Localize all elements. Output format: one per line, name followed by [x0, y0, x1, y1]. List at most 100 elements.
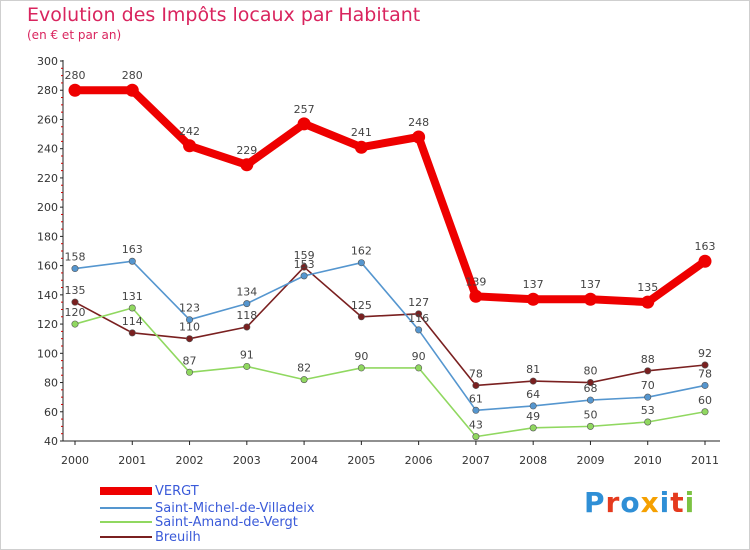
x-tick-label: 2006: [405, 454, 433, 467]
series-line-saint-amand-de-vergt: [74, 307, 706, 438]
data-point-saint-amand-de-vergt: [472, 433, 480, 441]
x-tick-label: 2011: [691, 454, 719, 467]
proxiti-logo-letter: o: [620, 486, 641, 519]
data-label-vergt: 139: [465, 275, 486, 288]
data-label-breuilh: 125: [351, 299, 372, 312]
data-point-vergt: [526, 292, 540, 306]
data-label-breuilh: 88: [641, 353, 655, 366]
y-tick-label: 120: [37, 318, 58, 331]
data-point-saint-michel-de-villadeix: [300, 272, 308, 280]
chart-subtitle: (en € et par an): [27, 28, 122, 42]
y-tick-label: 240: [37, 143, 58, 156]
data-point-vergt: [354, 140, 368, 154]
data-label-vergt: 163: [695, 240, 716, 253]
data-label-saint-michel-de-villadeix: 116: [408, 312, 429, 325]
data-label-saint-amand-de-vergt: 90: [412, 350, 426, 363]
data-point-saint-amand-de-vergt: [243, 362, 251, 370]
data-label-saint-amand-de-vergt: 53: [641, 404, 655, 417]
x-tick-label: 2007: [462, 454, 490, 467]
data-point-saint-amand-de-vergt: [186, 368, 194, 376]
data-label-breuilh: 80: [583, 365, 597, 378]
series-line-saint-michel-de-villadeix: [74, 260, 706, 412]
proxiti-logo-letter: i: [659, 486, 671, 519]
y-tick-label: 60: [44, 406, 58, 419]
data-point-saint-amand-de-vergt: [357, 364, 365, 372]
data-point-saint-amand-de-vergt: [529, 424, 537, 432]
x-tick-label: 2000: [61, 454, 89, 467]
data-point-saint-michel-de-villadeix: [186, 316, 194, 324]
data-point-breuilh: [243, 323, 251, 331]
data-point-saint-michel-de-villadeix: [644, 393, 652, 401]
data-point-vergt: [641, 295, 655, 309]
data-label-vergt: 137: [580, 278, 601, 291]
y-tick-label: 140: [37, 289, 58, 302]
proxiti-logo-letter: i: [684, 486, 696, 519]
x-tick-label: 2001: [118, 454, 146, 467]
data-point-breuilh: [300, 263, 308, 271]
data-point-vergt: [583, 292, 597, 306]
y-tick-label: 160: [37, 260, 58, 273]
data-label-saint-michel-de-villadeix: 158: [65, 251, 86, 264]
data-point-saint-michel-de-villadeix: [357, 259, 365, 267]
data-label-saint-michel-de-villadeix: 123: [179, 302, 200, 315]
data-label-vergt: 257: [294, 103, 315, 116]
x-tick-label: 2004: [290, 454, 318, 467]
proxiti-logo-letter: P: [584, 486, 606, 519]
data-point-saint-amand-de-vergt: [644, 418, 652, 426]
data-point-vergt: [183, 139, 197, 153]
data-point-breuilh: [128, 329, 136, 337]
y-tick-label: 80: [44, 377, 58, 390]
y-tick-label: 220: [37, 172, 58, 185]
legend-swatch-saint-amand: [100, 521, 152, 523]
legend-label-saint-amand: Saint-Amand-de-Vergt: [155, 514, 298, 530]
data-point-saint-michel-de-villadeix: [243, 300, 251, 308]
data-label-saint-michel-de-villadeix: 68: [583, 382, 597, 395]
data-point-breuilh: [186, 335, 194, 343]
data-point-breuilh: [357, 313, 365, 321]
data-point-saint-michel-de-villadeix: [415, 326, 423, 334]
y-tick-label: 280: [37, 84, 58, 97]
data-point-vergt: [469, 289, 483, 303]
data-label-saint-amand-de-vergt: 82: [297, 362, 311, 375]
data-label-vergt: 280: [65, 69, 86, 82]
data-label-saint-michel-de-villadeix: 162: [351, 245, 372, 258]
y-tick-label: 180: [37, 230, 58, 243]
data-label-saint-michel-de-villadeix: 78: [698, 367, 712, 380]
data-label-saint-amand-de-vergt: 120: [65, 306, 86, 319]
data-label-saint-amand-de-vergt: 50: [583, 408, 597, 421]
data-point-breuilh: [586, 379, 594, 387]
legend-label-breuilh: Breuilh: [155, 529, 201, 545]
data-label-saint-amand-de-vergt: 90: [354, 350, 368, 363]
data-point-saint-michel-de-villadeix: [586, 396, 594, 404]
x-tick-label: 2002: [176, 454, 204, 467]
data-point-vergt: [698, 254, 712, 268]
data-point-vergt: [412, 130, 426, 144]
data-point-breuilh: [472, 381, 480, 389]
data-point-saint-michel-de-villadeix: [472, 406, 480, 414]
series-line-breuilh: [74, 266, 706, 387]
data-label-vergt: 280: [122, 69, 143, 82]
y-tick-label: 100: [37, 347, 58, 360]
x-tick-label: 2009: [576, 454, 604, 467]
data-label-breuilh: 81: [526, 363, 540, 376]
data-label-saint-michel-de-villadeix: 134: [236, 286, 257, 299]
legend-swatch-breuilh: [100, 536, 152, 538]
proxiti-logo-letter: x: [640, 486, 660, 519]
legend-label-vergt: VERGT: [155, 483, 199, 499]
data-point-breuilh: [529, 377, 537, 385]
data-label-breuilh: 92: [698, 347, 712, 360]
data-label-saint-michel-de-villadeix: 153: [294, 258, 315, 271]
proxiti-logo-letter: t: [670, 486, 685, 519]
data-label-saint-michel-de-villadeix: 64: [526, 388, 540, 401]
proxiti-logo-letter: r: [605, 486, 621, 519]
data-label-breuilh: 118: [236, 309, 257, 322]
data-label-saint-michel-de-villadeix: 163: [122, 243, 143, 256]
legend-item-vergt: VERGT: [100, 483, 199, 499]
y-tick-label: 260: [37, 113, 58, 126]
data-label-breuilh: 78: [469, 367, 483, 380]
y-tick-label: 200: [37, 201, 58, 214]
data-point-vergt: [240, 158, 254, 172]
legend-swatch-saint-michel: [100, 507, 152, 509]
x-tick-label: 2003: [233, 454, 261, 467]
